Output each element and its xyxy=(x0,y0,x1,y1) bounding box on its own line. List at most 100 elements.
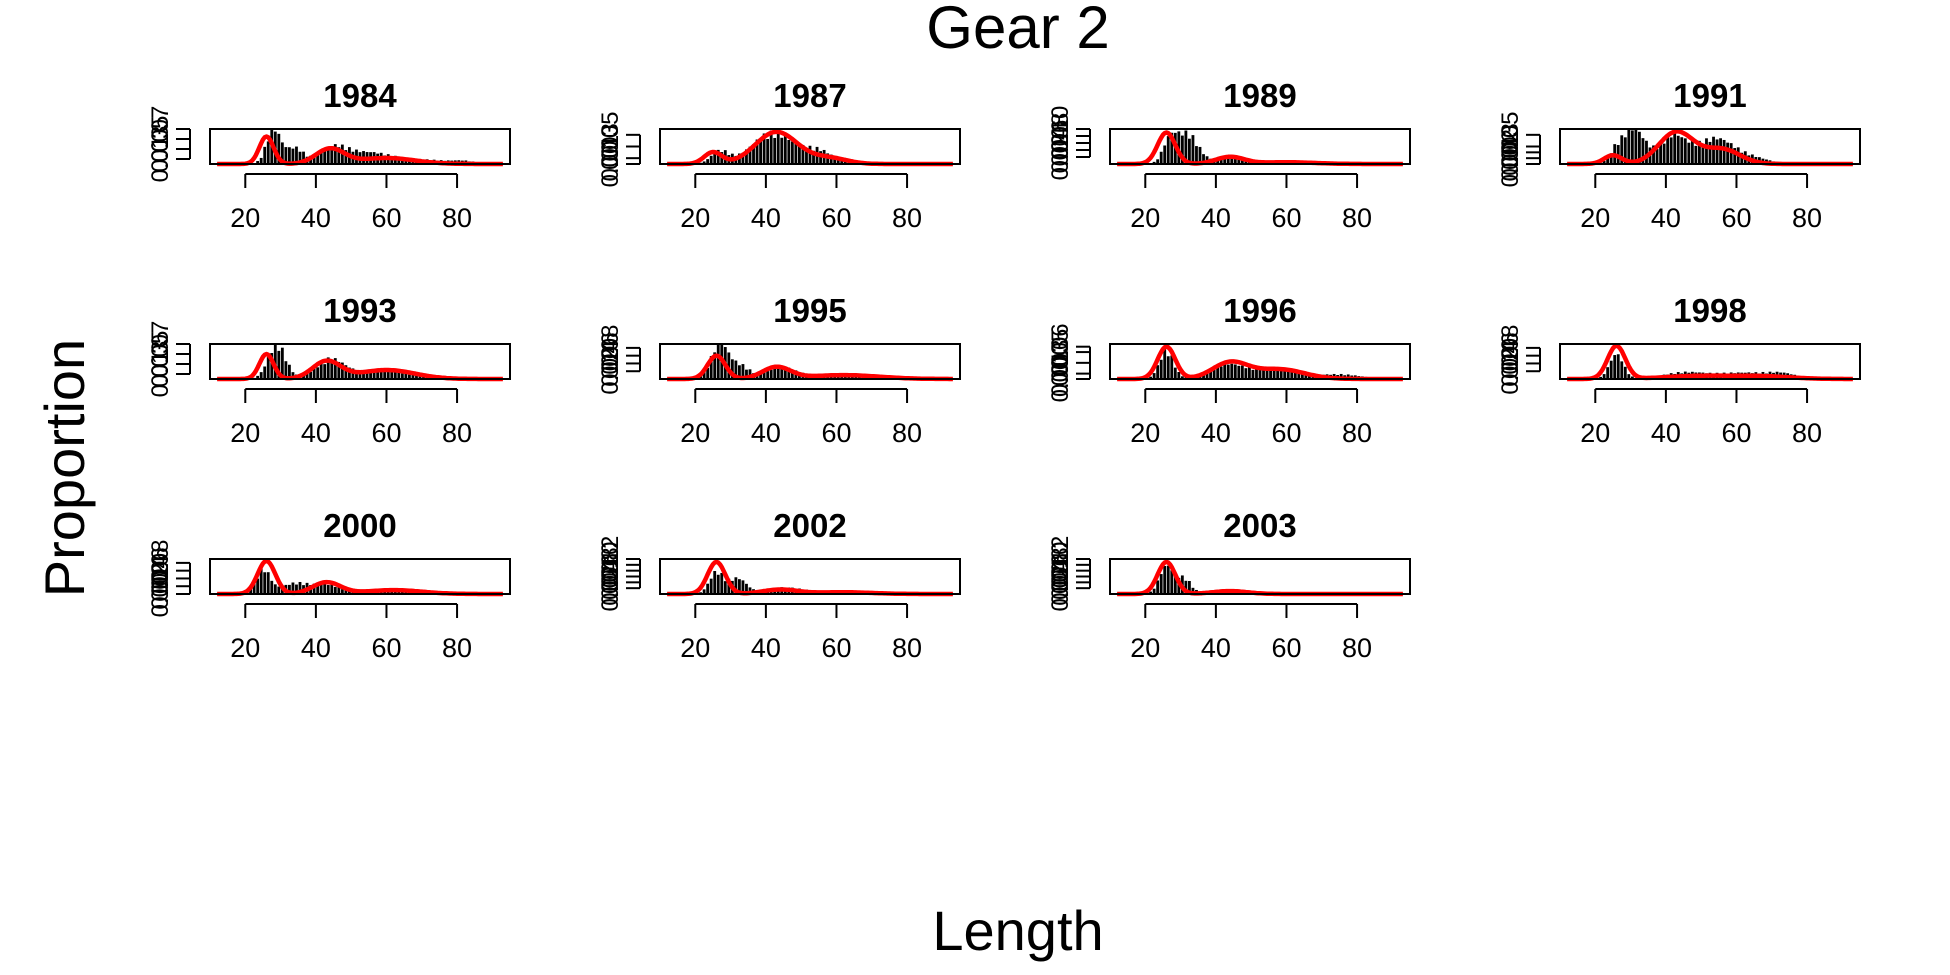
x-tick-label: 60 xyxy=(1721,418,1751,448)
y-tick-label: 0.01 xyxy=(147,351,174,398)
obs-bar xyxy=(1184,580,1188,594)
x-tick-label: 40 xyxy=(1201,418,1231,448)
obs-bar xyxy=(344,588,348,594)
obs-bar xyxy=(1265,368,1269,379)
obs-bar xyxy=(720,572,724,594)
obs-bar xyxy=(330,584,334,594)
y-tick-label: 0.02 xyxy=(1497,348,1524,395)
obs-bar xyxy=(1269,366,1272,379)
x-tick-label: 40 xyxy=(301,633,331,663)
obs-bar xyxy=(1645,140,1648,164)
obs-bar xyxy=(376,371,380,379)
panel-2002: 2002 20 40 60 80 0.020.040.060.080.100.12 xyxy=(597,507,961,663)
obs-bar xyxy=(1290,371,1294,379)
obs-bar xyxy=(298,151,302,164)
obs-bar xyxy=(745,583,748,594)
x-tick-label: 20 xyxy=(1580,203,1610,233)
x-tick-label: 20 xyxy=(1130,418,1160,448)
obs-bar xyxy=(312,583,316,594)
obs-bar xyxy=(263,572,267,594)
panel-1993: 1993 20 40 60 80 0.010.030.050.07 xyxy=(147,292,511,448)
x-tick-label: 60 xyxy=(371,633,401,663)
panel-1998: 1998 20 40 60 80 0.020.040.060.08 xyxy=(1497,292,1861,448)
obs-bar xyxy=(263,146,267,164)
obs-bar xyxy=(702,371,706,379)
obs-bar xyxy=(766,371,770,379)
obs-bar xyxy=(1655,149,1659,164)
y-tick-label: 0.06 xyxy=(597,332,624,379)
obs-bar xyxy=(326,357,330,379)
obs-bar xyxy=(316,367,320,379)
x-tick-label: 60 xyxy=(1271,203,1301,233)
obs-bar xyxy=(372,370,376,379)
obs-bar xyxy=(312,156,316,164)
obs-bar xyxy=(277,350,281,379)
x-tick-label: 20 xyxy=(680,418,710,448)
obs-bar xyxy=(1166,356,1170,379)
obs-bar xyxy=(1262,366,1265,379)
obs-bar xyxy=(706,368,710,379)
y-tick-label: 0.06 xyxy=(1047,120,1074,167)
obs-bar xyxy=(1669,137,1673,164)
obs-bar xyxy=(1602,160,1606,164)
panel-frame xyxy=(659,343,961,380)
x-tick-label: 40 xyxy=(301,418,331,448)
y-tick-label: 0.05 xyxy=(597,111,624,158)
obs-bar xyxy=(805,148,808,164)
obs-bar xyxy=(415,374,418,379)
x-tick-label: 80 xyxy=(1342,633,1372,663)
obs-bar xyxy=(748,146,752,164)
obs-bar xyxy=(1226,158,1230,164)
obs-bar xyxy=(273,344,277,379)
y-tick-label: 0.00 xyxy=(1497,141,1524,188)
obs-bar xyxy=(702,161,706,164)
y-tick-label: 0.08 xyxy=(597,547,624,594)
obs-bar xyxy=(776,368,780,379)
x-tick-label: 80 xyxy=(1342,203,1372,233)
obs-bar xyxy=(1202,154,1205,164)
obs-bar xyxy=(776,131,780,164)
y-tick-label: 0.10 xyxy=(1047,106,1074,153)
y-tick-label: 0.03 xyxy=(1047,339,1074,386)
panel-frame xyxy=(1109,128,1411,165)
obs-bar xyxy=(812,150,815,164)
obs-bar xyxy=(713,352,717,379)
obs-bar xyxy=(284,147,288,164)
obs-bar xyxy=(755,139,759,164)
y-tick-label: 0.08 xyxy=(1497,325,1524,372)
obs-bar xyxy=(741,364,745,379)
obs-bar xyxy=(1283,368,1287,379)
x-tick-label: 60 xyxy=(1271,418,1301,448)
obs-bar xyxy=(386,371,390,379)
panel-1989: 1989 20 40 60 80 0.020.040.060.080.10 xyxy=(1047,77,1411,233)
panel-title: 1996 xyxy=(1223,292,1296,329)
obs-bar xyxy=(773,367,777,379)
obs-bar xyxy=(1180,376,1184,379)
obs-bar xyxy=(369,372,372,379)
obs-bar xyxy=(302,151,305,164)
obs-bar xyxy=(408,374,411,379)
obs-bar xyxy=(340,362,344,379)
obs-bar xyxy=(1680,137,1684,164)
obs-bar xyxy=(404,372,408,379)
obs-bar xyxy=(288,147,291,164)
obs-bar xyxy=(1170,132,1174,164)
obs-bar xyxy=(1219,366,1223,379)
figure-title: Gear 2 xyxy=(926,0,1109,61)
obs-bar xyxy=(808,145,812,164)
obs-bar xyxy=(266,141,270,164)
obs-bar xyxy=(1173,573,1177,594)
x-tick-label: 80 xyxy=(892,633,922,663)
obs-bar xyxy=(302,375,305,379)
obs-bar xyxy=(1152,373,1156,379)
obs-bar xyxy=(362,372,365,379)
obs-bar xyxy=(1690,141,1694,164)
obs-bar xyxy=(1602,374,1606,379)
y-tick-label: 0.00 xyxy=(1047,356,1074,403)
y-tick-label: 0.06 xyxy=(1047,553,1074,600)
obs-bar xyxy=(1230,156,1234,164)
obs-bar xyxy=(780,137,784,164)
obs-bar xyxy=(1233,364,1237,379)
obs-bar xyxy=(259,372,263,379)
